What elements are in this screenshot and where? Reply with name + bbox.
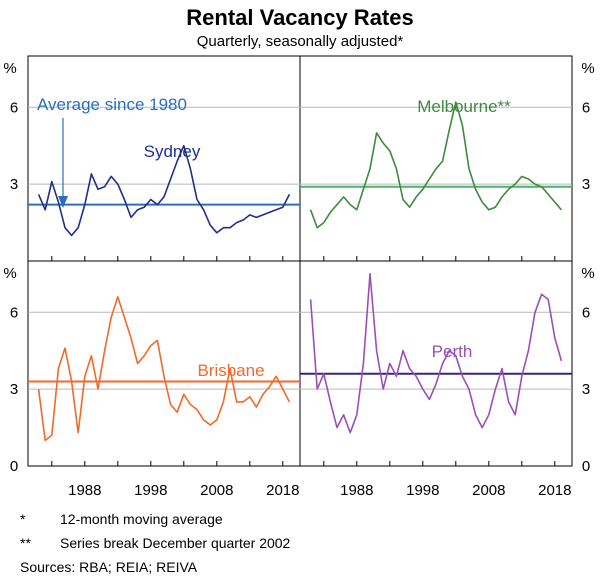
panel-brisbane-label: Brisbane	[197, 361, 264, 380]
chart-title: Rental Vacancy Rates	[186, 5, 413, 30]
footnote-1-mark: *	[20, 511, 26, 527]
xtick-label-col2-1998: 1998	[406, 482, 439, 499]
panel-perth-series-line	[309, 272, 563, 434]
panel-sydney-label: Sydney	[144, 142, 201, 161]
ytick-right-row2-0: 0	[582, 458, 590, 475]
footnote-1-text: 12-month moving average	[60, 511, 223, 527]
footnote-2-mark: **	[20, 535, 31, 551]
ytick-left-row2-3: 3	[10, 381, 18, 398]
chart-subtitle: Quarterly, seasonally adjusted*	[197, 33, 404, 50]
panel-brisbane-series-line	[37, 296, 291, 442]
ytick-right-row1-6: 6	[582, 99, 590, 116]
average-annotation: Average since 1980	[37, 95, 187, 114]
panel-sydney-series-line	[37, 144, 291, 237]
unit-right-row2: %	[581, 265, 594, 282]
footnote-2-text: Series break December quarter 2002	[60, 535, 291, 551]
ytick-right-row2-3: 3	[582, 381, 590, 398]
footnotes: * 12-month moving average ** Series brea…	[20, 511, 291, 575]
ytick-left-row1-3: 3	[10, 176, 18, 193]
unit-right-row1: %	[581, 60, 594, 77]
ytick-left-row2-0: 0	[10, 458, 18, 475]
ytick-left-row1-6: 6	[10, 99, 18, 116]
unit-left-row2: %	[3, 265, 16, 282]
panel-perth-label: Perth	[432, 342, 473, 361]
sources-note: Sources: RBA; REIA; REIVA	[20, 559, 198, 575]
ytick-right-row2-6: 6	[582, 304, 590, 321]
xtick-label-col2-1988: 1988	[340, 482, 373, 499]
ytick-left-row2-6: 6	[10, 304, 18, 321]
xtick-label-col1-1998: 1998	[134, 482, 167, 499]
panel-melbourne-series-line	[309, 101, 563, 229]
panel-melbourne-label: Melbourne**	[417, 97, 511, 116]
xtick-label-col2-2008: 2008	[472, 482, 505, 499]
xtick-label-col1-1988: 1988	[68, 482, 101, 499]
average-arrow-head	[58, 196, 68, 208]
xtick-label-col1-2018: 2018	[266, 482, 299, 499]
ytick-right-row1-3: 3	[582, 176, 590, 193]
xtick-label-col1-2008: 2008	[200, 482, 233, 499]
unit-left-row1: %	[3, 60, 16, 77]
xtick-label-col2-2018: 2018	[538, 482, 571, 499]
